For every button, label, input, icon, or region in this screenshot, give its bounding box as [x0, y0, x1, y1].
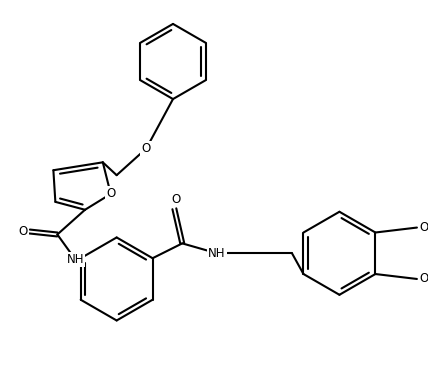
Text: NH: NH	[208, 247, 226, 260]
Text: O: O	[106, 187, 115, 201]
Text: O: O	[419, 221, 428, 234]
Text: NH: NH	[66, 253, 84, 266]
Text: O: O	[419, 272, 428, 285]
Text: O: O	[18, 225, 28, 238]
Text: O: O	[172, 193, 181, 206]
Text: O: O	[142, 142, 151, 155]
